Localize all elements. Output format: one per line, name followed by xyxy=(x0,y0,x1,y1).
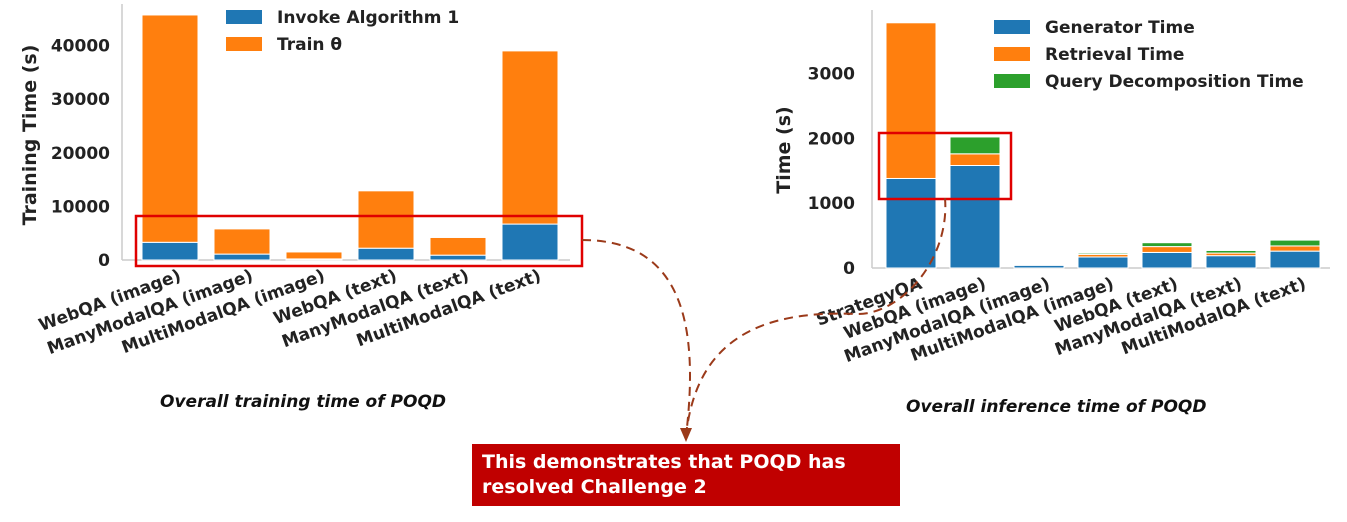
y-tick-label: 0 xyxy=(98,251,110,271)
legend-label: Train θ xyxy=(277,35,342,55)
y-tick-label: 3000 xyxy=(808,64,855,84)
bar-segment xyxy=(141,14,199,243)
left-caption: Overall training time of POQD xyxy=(160,392,447,412)
y-tick-label: 0 xyxy=(843,259,855,279)
legend-label: Invoke Algorithm 1 xyxy=(277,8,459,28)
bar-segment xyxy=(1205,249,1257,254)
bar-segment xyxy=(429,254,487,261)
y-tick-label: 10000 xyxy=(51,197,110,217)
legend-swatch xyxy=(994,20,1030,34)
y-tick-label: 1000 xyxy=(808,194,855,214)
bar-segment xyxy=(1141,251,1193,269)
legend-swatch xyxy=(994,47,1030,61)
y-axis-label: Training Time (s) xyxy=(19,45,41,226)
y-tick-label: 40000 xyxy=(51,37,110,57)
arrow-head xyxy=(680,428,692,442)
bar-segment xyxy=(141,241,199,261)
bar-segment xyxy=(885,22,937,179)
bar-segment xyxy=(501,50,559,225)
bar-segment xyxy=(213,228,271,255)
y-axis-label: Time (s) xyxy=(773,106,795,193)
bar-segment xyxy=(1269,250,1321,269)
bar-segment xyxy=(1013,264,1065,269)
bar-segment xyxy=(213,253,271,261)
bar-segment xyxy=(357,247,415,261)
legend-label: Generator Time xyxy=(1045,18,1195,38)
y-tick-label: 30000 xyxy=(51,90,110,110)
bar-segment xyxy=(1077,256,1129,269)
y-tick-label: 2000 xyxy=(808,129,855,149)
right-arrow-curve xyxy=(685,197,947,437)
bar-segment xyxy=(285,251,343,260)
bar-segment xyxy=(1269,245,1321,252)
bar-segment xyxy=(1269,239,1321,247)
bar-segment xyxy=(949,136,1001,155)
bar-segment xyxy=(949,153,1001,167)
legend-swatch xyxy=(226,10,262,24)
left-arrow-curve xyxy=(581,239,691,437)
legend-swatch xyxy=(994,74,1030,88)
bar-segment xyxy=(1141,246,1193,253)
conclusion-callout: This demonstrates that POQD has resolved… xyxy=(472,444,900,506)
legend-swatch xyxy=(226,37,262,51)
bar-segment xyxy=(1205,255,1257,269)
bar-segment xyxy=(429,236,487,256)
bar-segment xyxy=(1141,242,1193,248)
legend-label: Retrieval Time xyxy=(1045,45,1184,65)
right-caption: Overall inference time of POQD xyxy=(906,397,1207,417)
y-tick-label: 20000 xyxy=(51,144,110,164)
bar-segment xyxy=(949,165,1001,269)
bar-segment xyxy=(885,177,937,269)
bar-segment xyxy=(501,223,559,261)
legend-label: Query Decomposition Time xyxy=(1045,72,1304,92)
bar-segment xyxy=(1077,252,1129,255)
bar-segment xyxy=(357,190,415,249)
